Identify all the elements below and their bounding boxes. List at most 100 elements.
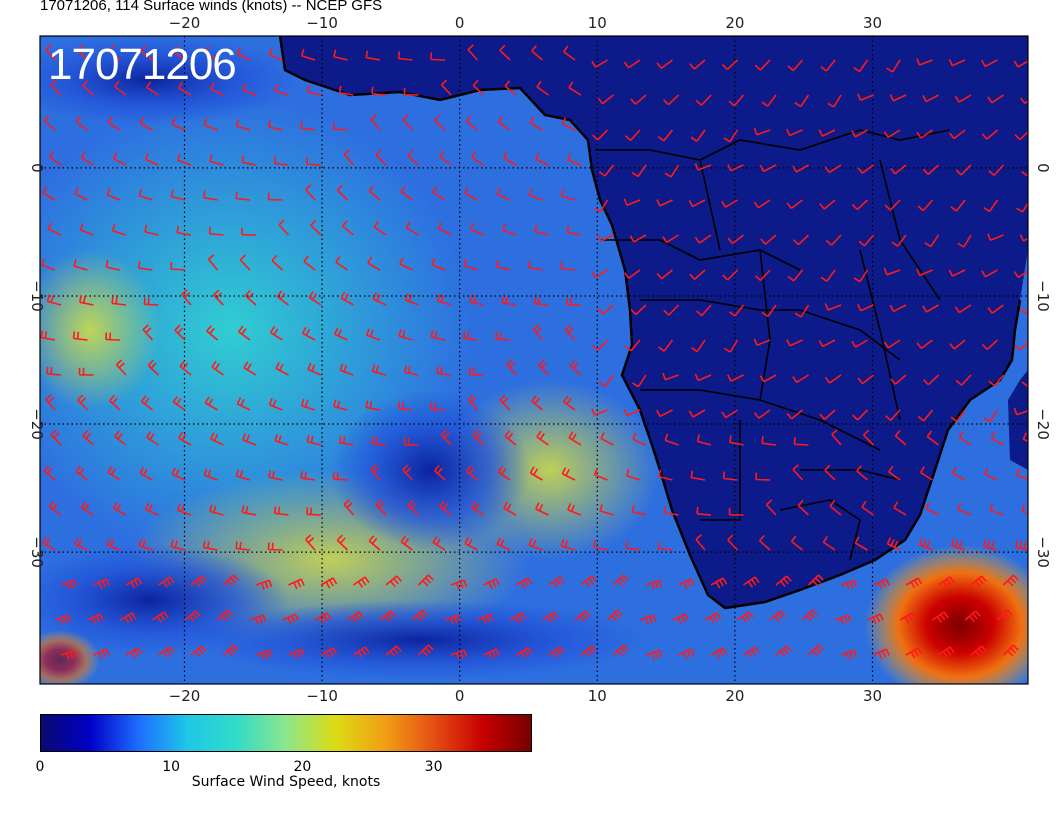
wind-barb	[371, 364, 387, 376]
wind-barb	[267, 542, 283, 551]
wind-barb	[593, 468, 608, 481]
wind-barb	[144, 152, 159, 166]
wind-barb	[235, 119, 251, 131]
wind-barb	[140, 395, 153, 411]
wind-barb	[497, 465, 511, 481]
wind-barb	[761, 94, 777, 107]
wind-barb	[916, 129, 933, 139]
wind-barb	[190, 645, 207, 658]
wind-barb	[794, 94, 810, 108]
wind-barb	[951, 466, 966, 481]
wind-barb	[632, 432, 647, 446]
wind-barb	[853, 269, 869, 283]
wind-barb	[80, 151, 94, 166]
lat-ticks-right: 0 −10 −20 −30	[1034, 163, 1052, 568]
wind-barb	[273, 156, 289, 166]
wind-barb	[531, 395, 544, 411]
wind-barb	[144, 224, 159, 236]
wind-barb	[534, 224, 549, 236]
wind-barb	[139, 116, 153, 131]
wind-barb	[477, 613, 494, 625]
wind-barb	[599, 503, 614, 516]
wind-barb	[1021, 381, 1028, 387]
wind-barb	[235, 191, 251, 201]
wind-barb	[694, 163, 712, 171]
wind-barb	[988, 374, 1005, 387]
wind-barb	[268, 398, 283, 411]
wind-barb	[177, 503, 192, 516]
wind-barb	[105, 332, 121, 341]
wind-barb	[623, 408, 641, 417]
wind-barb	[46, 366, 62, 376]
wind-barb	[786, 199, 803, 210]
wind-barb	[353, 576, 370, 588]
wind-barb	[829, 500, 842, 516]
wind-barb	[170, 539, 186, 551]
wind-barb	[269, 326, 283, 341]
lat-tick-label-left: −30	[28, 536, 46, 568]
wind-barb	[857, 303, 874, 312]
wind-barb	[464, 536, 478, 551]
wind-barb	[695, 534, 706, 551]
wind-barb	[630, 94, 647, 105]
wind-barb	[158, 646, 175, 658]
wind-barb	[73, 259, 88, 271]
wind-barb	[689, 269, 706, 280]
wind-barb	[793, 234, 810, 246]
wind-barb	[209, 504, 224, 516]
wind-barb	[824, 164, 842, 174]
wind-barb	[656, 59, 673, 70]
wind-barb	[664, 164, 680, 178]
wind-barb	[216, 609, 233, 622]
wind-barb	[241, 155, 257, 166]
wind-barb	[77, 394, 89, 411]
wind-barb	[1013, 270, 1028, 279]
wind-barb	[238, 325, 251, 341]
field-blue-south	[190, 600, 650, 680]
wind-barb	[696, 506, 712, 516]
wind-barb	[306, 84, 322, 96]
wind-barb	[274, 83, 289, 96]
wind-barb	[119, 612, 137, 624]
wind-barb	[501, 295, 517, 306]
wind-barb	[112, 502, 127, 516]
wind-barb	[1036, 650, 1052, 659]
wind-barb	[606, 609, 623, 622]
wind-barb	[320, 577, 338, 589]
wind-barb	[760, 234, 777, 245]
wind-barb	[367, 256, 381, 271]
wind-barb	[662, 372, 679, 381]
wind-barb	[403, 87, 419, 96]
wind-barb	[184, 610, 201, 623]
wind-barb	[657, 541, 673, 551]
wind-barb	[787, 269, 804, 282]
wind-barb	[663, 94, 680, 106]
wind-barb	[600, 432, 614, 446]
wind-barb	[125, 647, 143, 659]
wind-barb	[988, 164, 1005, 176]
wind-barb	[597, 234, 614, 242]
wind-barb	[591, 269, 608, 279]
wind-barb	[561, 467, 576, 481]
map-frame	[39, 35, 1029, 685]
wind-barb	[43, 465, 56, 481]
wind-barb	[918, 538, 933, 551]
wind-barb	[631, 504, 647, 516]
wind-barb	[566, 297, 582, 306]
wind-barb	[801, 609, 818, 622]
wind-barb	[623, 269, 641, 279]
wind-barb	[630, 304, 647, 316]
wind-barb	[1036, 580, 1052, 589]
wind-barb	[204, 46, 218, 61]
wind-barb	[857, 93, 874, 101]
wind-barb	[373, 220, 387, 236]
wind-barb	[819, 199, 836, 210]
wind-barb	[176, 225, 192, 236]
wind-barb	[464, 186, 478, 201]
wind-barbs	[40, 44, 1052, 660]
wind-barb	[210, 432, 224, 446]
wind-barb	[307, 362, 322, 376]
wind-barb	[468, 367, 484, 376]
wind-barb	[597, 304, 615, 315]
wind-barb	[981, 129, 999, 140]
